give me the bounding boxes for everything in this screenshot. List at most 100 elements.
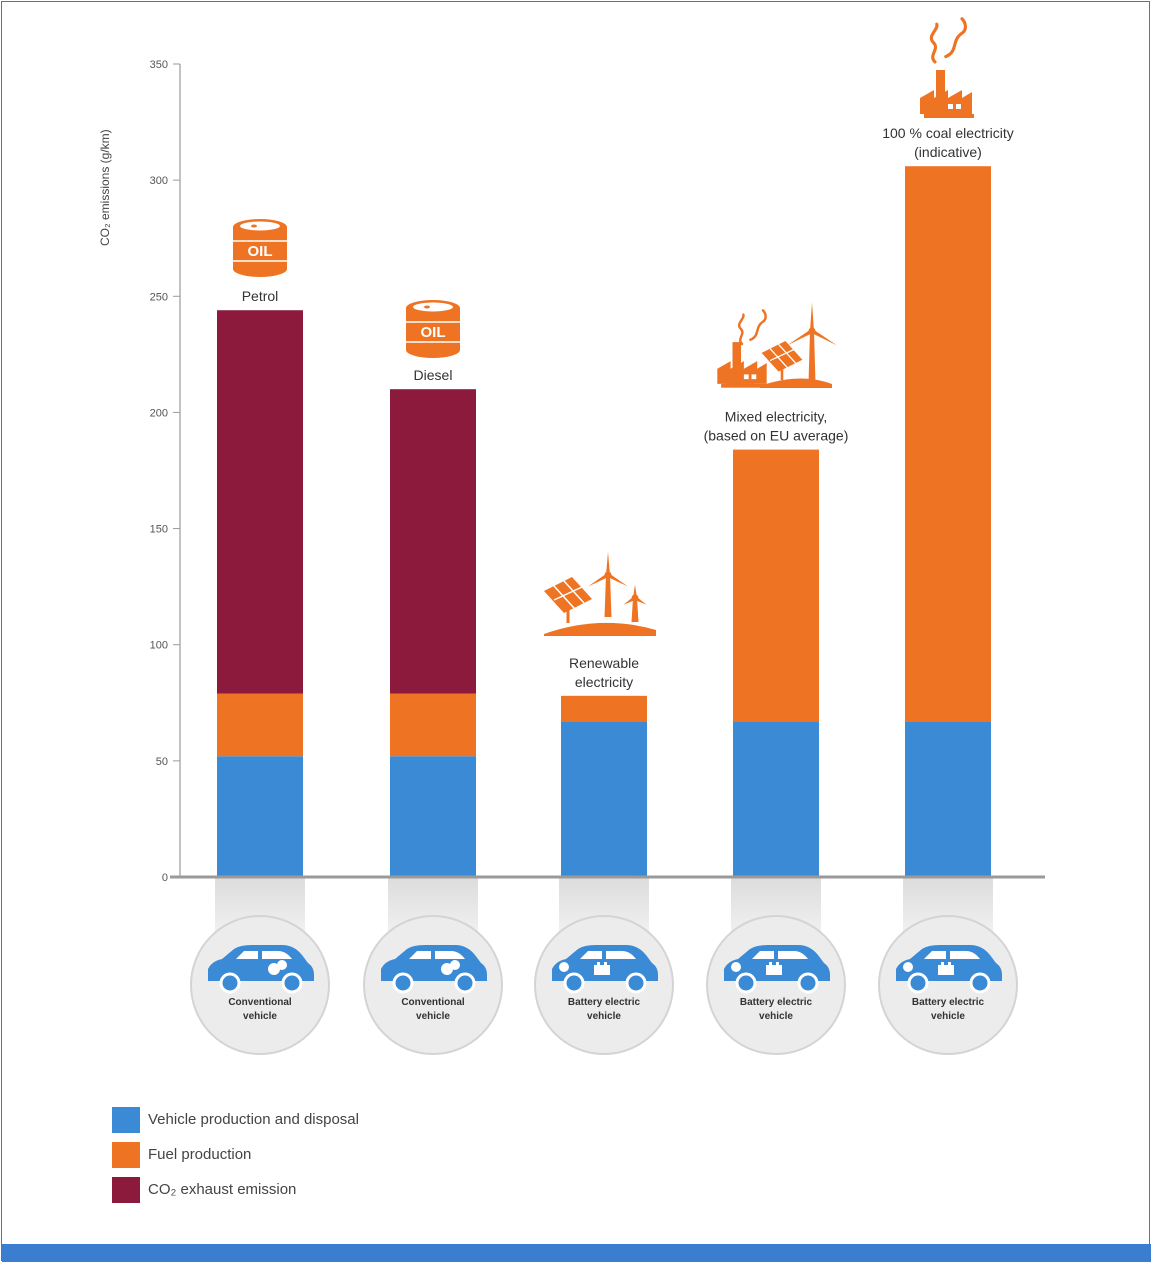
turbine-tower (808, 331, 816, 383)
factory-window (956, 104, 961, 109)
car-wheel (625, 972, 647, 994)
factory-solar-wind-icon (717, 302, 837, 388)
vehicle-circle-bg (190, 915, 330, 1055)
turbine-blade (606, 551, 610, 575)
smoke-icon (929, 17, 967, 64)
car-window (262, 951, 292, 959)
turbine-hub (808, 327, 816, 335)
solar-grid (553, 586, 583, 601)
factory-window (743, 374, 749, 380)
vehicle-circle: Battery electric vehicle (706, 915, 846, 1055)
conventional-car-icon (381, 945, 487, 994)
bar-segment-fuel-production (217, 693, 303, 757)
electric-car-icon (724, 945, 830, 994)
bar-labels: Petrol Diesel Renewable electricity Mixed el… (242, 125, 1014, 690)
factory-chimney (732, 342, 742, 384)
y-tick-label: 350 (150, 59, 168, 71)
electric-car-icon (552, 945, 658, 994)
factory-base (724, 372, 754, 384)
vehicle-circle-bg (534, 915, 674, 1055)
legend: Vehicle production and disposal Fuel pro… (112, 1102, 359, 1207)
solar-grid (553, 585, 575, 609)
car-wheel (797, 972, 819, 994)
turbine-blade (811, 329, 837, 346)
car-window (752, 951, 774, 959)
bar-top-label-line: Mixed electricity, (725, 409, 827, 425)
car-window (435, 951, 465, 959)
car-wheel (969, 972, 991, 994)
battery-icon (766, 965, 782, 975)
bar-top-label: Petrol (242, 288, 279, 304)
solar-panel (544, 577, 592, 613)
vehicle-label-line: vehicle (931, 1011, 965, 1022)
oil-barrel-rim (413, 302, 453, 312)
oil-barrel-icon: OIL (406, 300, 460, 358)
factory-icon (920, 70, 974, 118)
turbine-blade (587, 573, 609, 587)
legend-item: Vehicle production and disposal (112, 1102, 359, 1137)
y-axis-label: CO₂ emissions (g/km) (98, 129, 112, 246)
legend-label: Fuel production (148, 1146, 252, 1163)
bar-top-label-line: (based on EU average) (704, 428, 849, 444)
factory-window (751, 374, 757, 380)
bar-top-label: Mixed electricity, (based on EU average) (704, 409, 849, 444)
car-window (580, 951, 602, 959)
bar-segment-vehicle-production (733, 721, 819, 877)
vehicle-label: Battery electric vehicle (912, 997, 985, 1022)
y-axis-label-wrap: CO₂ emissions (g/km) (96, 60, 136, 260)
vehicle-circle: Conventional vehicle (190, 915, 330, 1055)
axes: 0 50 100 150 200 250 300 350 (150, 59, 1045, 884)
legend-label: CO₂ exhaust emission (148, 1181, 297, 1198)
engine-icon (450, 960, 460, 970)
factory-icon (717, 342, 769, 388)
smoke-wisp (737, 313, 745, 346)
ground (760, 378, 832, 388)
factory-coal-icon (920, 17, 974, 118)
battery-terminal (597, 962, 600, 965)
turbine-blade (787, 329, 813, 346)
bar-segment-vehicle-production (217, 756, 303, 877)
factory-ground (924, 114, 974, 118)
vehicle-label-line: Battery electric (912, 997, 985, 1008)
bar-segment-fuel-production (390, 693, 476, 757)
bar-segment-vehicle-production (390, 756, 476, 877)
battery-terminal (776, 962, 779, 965)
engine-icon (268, 963, 280, 975)
bar-top-label: Renewable electricity (569, 655, 639, 690)
factory-base (928, 102, 958, 114)
vehicle-label: Battery electric vehicle (740, 997, 813, 1022)
legend-item: CO₂ exhaust emission (112, 1172, 359, 1207)
car-wheel (735, 972, 757, 994)
bar-top-label-line: Diesel (414, 367, 453, 383)
vehicle-label-line: vehicle (416, 1011, 450, 1022)
battery-plug-icon (731, 962, 741, 972)
vehicle-circle: Battery electric vehicle (878, 915, 1018, 1055)
conventional-car-icon (208, 945, 314, 994)
smoke-wisp (929, 22, 939, 64)
vehicle-label-line: Conventional (401, 997, 465, 1008)
car-body (208, 945, 314, 981)
bottom-bar (2, 1244, 1151, 1262)
oil-barrel-cap (251, 224, 257, 228)
legend-item: Fuel production (112, 1137, 359, 1172)
vehicle-circle: Conventional vehicle (363, 915, 503, 1055)
factory-window (948, 104, 953, 109)
ground (544, 622, 656, 636)
oil-label: OIL (421, 324, 446, 341)
bar-segment-vehicle-production (905, 721, 991, 877)
battery-plug-icon (903, 962, 913, 972)
y-tick-label: 300 (150, 175, 168, 187)
y-tick-label: 0 (162, 872, 168, 884)
vehicle-circle-bg (878, 915, 1018, 1055)
car-wheel (392, 972, 414, 994)
turbine-hub (631, 594, 639, 602)
bar-top-label-line: Renewable (569, 655, 639, 671)
bar-segment-fuel-production (561, 695, 647, 722)
car-wheel (219, 972, 241, 994)
turbine-tower (604, 575, 612, 617)
battery-plug-icon (559, 962, 569, 972)
battery-icon (938, 965, 954, 975)
y-tick-label: 200 (150, 407, 168, 419)
